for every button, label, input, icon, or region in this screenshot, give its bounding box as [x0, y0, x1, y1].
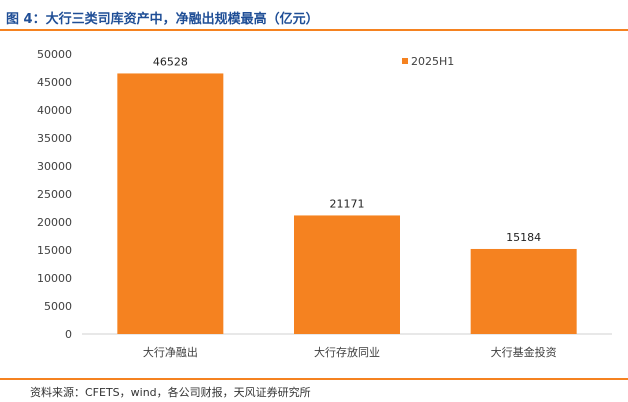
x-axis-ticks: 大行净融出 大行存放同业 大行基金投资: [143, 345, 557, 359]
y-tick-label: 40000: [37, 104, 72, 117]
footer-divider: [0, 378, 628, 380]
y-tick-label: 5000: [44, 300, 72, 313]
chart-title: 图 4：大行三类司库资产中，净融出规模最高（亿元）: [6, 12, 319, 27]
legend-label: 2025H1: [411, 55, 454, 68]
data-labels: 46528 21171 15184: [153, 55, 541, 244]
y-tick-label: 30000: [37, 160, 72, 173]
data-label: 46528: [153, 55, 188, 68]
y-tick-label: 10000: [37, 272, 72, 285]
y-tick-label: 25000: [37, 188, 72, 201]
x-tick-label: 大行净融出: [143, 345, 198, 359]
bar: [117, 73, 224, 334]
bar: [294, 215, 400, 334]
data-label: 15184: [506, 231, 541, 244]
bar-chart: 0 5000 10000 15000 20000 25000 30000 35000 40000…: [37, 48, 612, 359]
y-axis-ticks: 0 5000 10000 15000 20000 25000 30000 35000 40000…: [37, 48, 72, 341]
y-tick-label: 50000: [37, 48, 72, 61]
bars: [117, 73, 577, 334]
legend: 2025H1: [402, 55, 454, 68]
y-tick-label: 45000: [37, 76, 72, 89]
y-tick-label: 0: [65, 328, 72, 341]
x-tick-label: 大行基金投资: [491, 345, 557, 359]
title-divider: [0, 29, 628, 31]
x-tick-label: 大行存放同业: [314, 345, 380, 359]
source-note: 资料来源：CFETS，wind，各公司财报，天风证券研究所: [30, 386, 311, 399]
data-label: 21171: [330, 197, 365, 210]
bar: [470, 248, 577, 334]
y-tick-label: 20000: [37, 216, 72, 229]
y-tick-label: 15000: [37, 244, 72, 257]
legend-swatch: [402, 58, 408, 64]
y-tick-label: 35000: [37, 132, 72, 145]
